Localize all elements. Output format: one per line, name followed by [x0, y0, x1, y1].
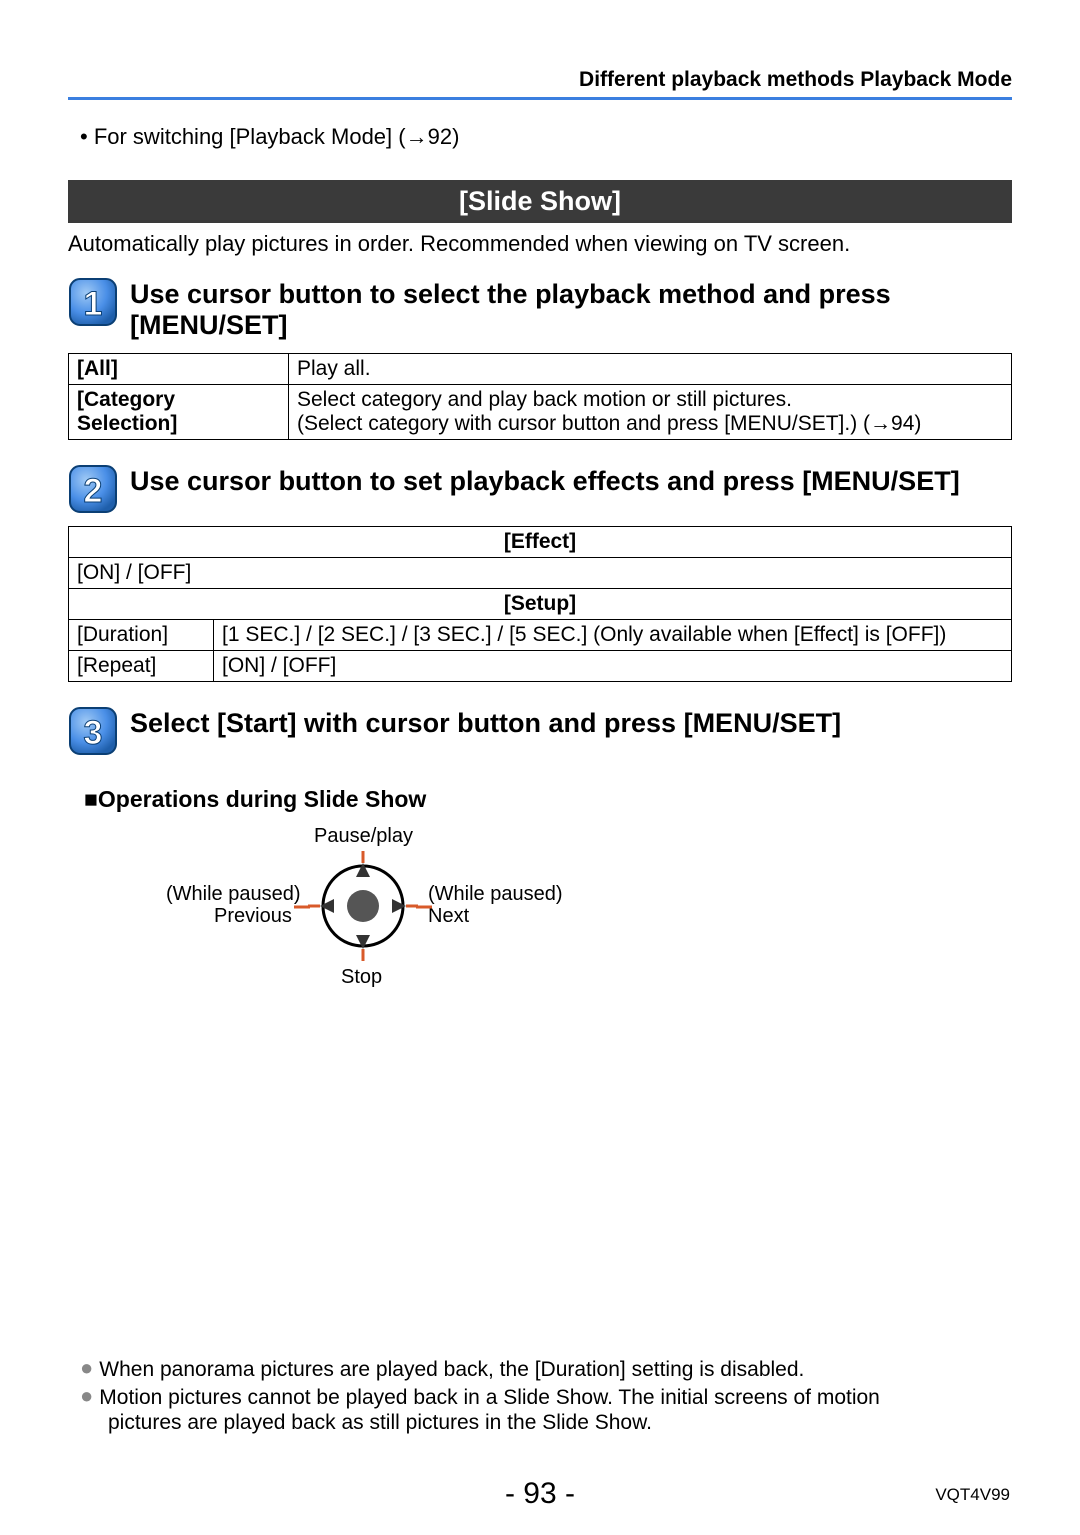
document-code: VQT4V99 — [935, 1485, 1010, 1505]
step-3: 3 Select [Start] with cursor button and … — [68, 706, 1012, 756]
table-row: [Repeat] [ON] / [OFF] — [69, 651, 1012, 682]
section-description: Automatically play pictures in order. Re… — [68, 231, 1012, 257]
dpad-right-label: Next — [428, 905, 469, 928]
table-row: [Duration] [1 SEC.] / [2 SEC.] / [3 SEC.… — [69, 620, 1012, 651]
dpad-top-label: Pause/play — [314, 825, 413, 848]
dpad-right-paused: (While paused) — [428, 883, 563, 906]
repeat-value: [ON] / [OFF] — [214, 651, 1012, 682]
header-divider — [68, 97, 1012, 100]
effect-header: [Effect] — [69, 527, 1012, 558]
cell-category-label: [Category Selection] — [69, 385, 289, 440]
repeat-label: [Repeat] — [69, 651, 214, 682]
dpad-diagram: Pause/play (While paused) Previous (Whil… — [138, 821, 638, 991]
note-2a-text: Motion pictures cannot be played back in… — [99, 1384, 880, 1411]
note-2b-text: pictures are played back as still pictur… — [80, 1411, 1000, 1435]
note-1: ● When panorama pictures are played back… — [80, 1356, 1000, 1383]
step-1-badge-icon: 1 — [68, 277, 118, 327]
note-1-text: When panorama pictures are played back, … — [99, 1356, 804, 1383]
bullet-icon: ● — [80, 1384, 93, 1408]
bullet-icon: ● — [80, 1356, 93, 1380]
playback-method-table: [All] Play all. [Category Selection] Sel… — [68, 353, 1012, 440]
effect-value: [ON] / [OFF] — [69, 558, 1012, 589]
svg-text:1: 1 — [84, 285, 103, 323]
step-2-title: Use cursor button to set playback effect… — [130, 464, 960, 497]
step-1: 1 Use cursor button to select the playba… — [68, 277, 1012, 341]
note-2: ● Motion pictures cannot be played back … — [80, 1384, 1000, 1411]
breadcrumb: Different playback methods Playback Mode — [68, 68, 1012, 97]
section-title: [Slide Show] — [68, 180, 1012, 223]
footer-notes: ● When panorama pictures are played back… — [80, 1356, 1000, 1435]
step-3-title: Select [Start] with cursor button and pr… — [130, 706, 841, 739]
dpad-left-paused: (While paused) — [166, 883, 301, 906]
dpad-bottom-label: Stop — [341, 966, 382, 989]
table-row: [Setup] — [69, 589, 1012, 620]
duration-label: [Duration] — [69, 620, 214, 651]
step-1-title: Use cursor button to select the playback… — [130, 277, 1012, 341]
duration-value: [1 SEC.] / [2 SEC.] / [3 SEC.] / [5 SEC.… — [214, 620, 1012, 651]
step-2: 2 Use cursor button to set playback effe… — [68, 464, 1012, 514]
effects-table: [Effect] [ON] / [OFF] [Setup] [Duration]… — [68, 526, 1012, 682]
table-row: [ON] / [OFF] — [69, 558, 1012, 589]
intro-text: • For switching [Playback Mode] (→92) — [80, 124, 1012, 150]
step-3-badge-icon: 3 — [68, 706, 118, 756]
step-2-badge-icon: 2 — [68, 464, 118, 514]
table-row: [Category Selection] Select category and… — [69, 385, 1012, 440]
table-row: [All] Play all. — [69, 354, 1012, 385]
cell-all-label: [All] — [69, 354, 289, 385]
operations-heading: ■Operations during Slide Show — [84, 786, 1012, 813]
page-number: - 93 - — [0, 1477, 1080, 1511]
setup-header: [Setup] — [69, 589, 1012, 620]
cell-all-desc: Play all. — [289, 354, 1012, 385]
svg-text:3: 3 — [84, 714, 103, 752]
dpad-left-label: Previous — [214, 905, 292, 928]
cell-category-desc: Select category and play back motion or … — [289, 385, 1012, 440]
svg-text:2: 2 — [84, 472, 103, 510]
table-row: [Effect] — [69, 527, 1012, 558]
dpad-icon — [308, 851, 418, 961]
